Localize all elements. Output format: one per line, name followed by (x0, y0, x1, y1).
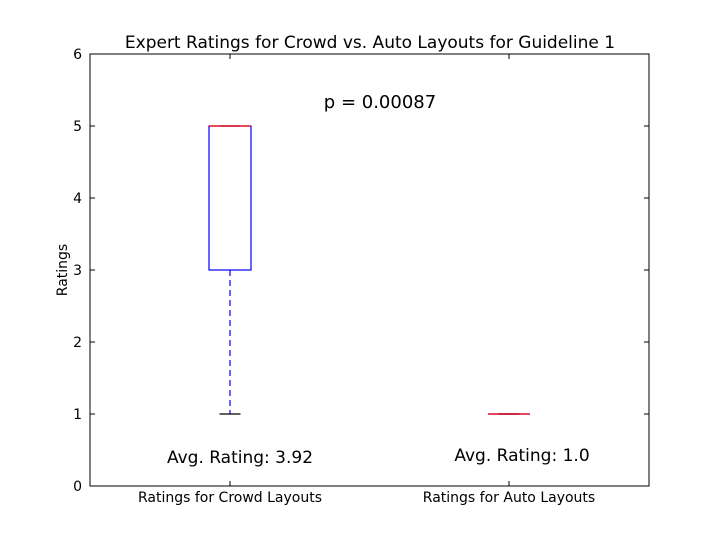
x-tick-label-auto: Ratings for Auto Layouts (423, 490, 595, 506)
avg-rating-crowd: Avg. Rating: 3.92 (167, 448, 313, 468)
plot-frame (89, 53, 650, 487)
box-body (208, 125, 252, 271)
p-value-annotation: p = 0.00087 (324, 92, 436, 113)
y-tick-label: 0 (73, 479, 82, 495)
y-tick-label: 1 (73, 407, 82, 423)
y-axis-label: Ratings (55, 244, 71, 296)
y-tick-label: 3 (73, 263, 82, 279)
y-tick-label: 5 (73, 119, 82, 135)
chart-title: Expert Ratings for Crowd vs. Auto Layout… (125, 33, 615, 53)
x-tick-label-crowd: Ratings for Crowd Layouts (138, 490, 322, 506)
y-tick-label: 4 (73, 191, 82, 207)
y-tick-label: 6 (73, 47, 82, 63)
avg-rating-auto: Avg. Rating: 1.0 (454, 446, 589, 466)
y-tick-label: 2 (73, 335, 82, 351)
